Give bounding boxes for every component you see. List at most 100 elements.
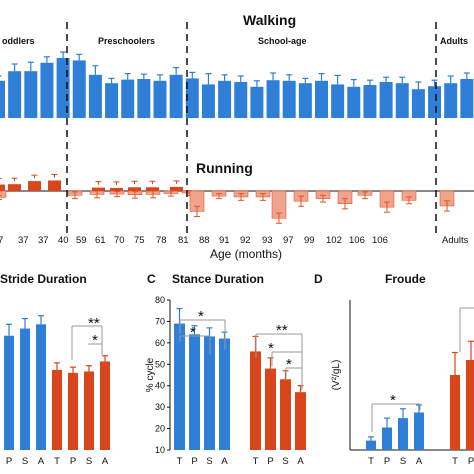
b-bars-category-label: T — [54, 456, 60, 467]
b-bars-bar — [100, 361, 110, 450]
age-tick-label: 70 — [114, 235, 125, 246]
b-bars-bar — [20, 328, 30, 450]
running-bar-light — [0, 190, 7, 198]
c-bars-bar — [189, 334, 200, 450]
running-bar-dark — [92, 187, 105, 191]
d-bars-bar — [466, 360, 474, 450]
b-bars-category-label: P — [6, 456, 12, 467]
running-bar-dark — [128, 187, 141, 191]
c-y-tick-label: 10 — [155, 445, 165, 455]
froude-title: Froude — [385, 272, 426, 286]
c-y-tick-label: 30 — [155, 402, 165, 412]
c-bars-bar — [265, 368, 276, 450]
c-bars-category-label: P — [267, 456, 273, 467]
walking-bar — [169, 74, 183, 118]
walking-group-label: School-age — [258, 36, 307, 46]
walking-bar — [72, 60, 86, 118]
b-bars-bar — [84, 371, 94, 450]
d-bars-category-label: P — [468, 456, 474, 467]
stance-title: Stance Duration — [172, 272, 264, 286]
b-bars-category-label: A — [38, 456, 45, 467]
age-tick-label: 106 — [372, 235, 388, 246]
b-significance-star: ** — [88, 315, 100, 332]
walking-bar — [266, 80, 280, 118]
running-bar-dark — [170, 186, 183, 191]
walking-bar — [0, 80, 5, 118]
walking-bar — [315, 80, 328, 118]
c-y-axis-label: % cycle — [145, 357, 156, 392]
age-tick-label: 7 — [0, 235, 3, 246]
panel-d-letter: D — [314, 272, 323, 286]
walking-bar — [24, 71, 38, 118]
age-tick-label: 40 — [58, 235, 69, 246]
age-tick-label: 75 — [134, 235, 145, 246]
walking-bar — [298, 83, 312, 118]
c-bars-category-label: T — [253, 456, 259, 467]
stance-duration-panel: C Stance Duration % cycle 10 20 30 40 50 60 70… — [145, 272, 306, 467]
c-significance-star: ** — [276, 322, 288, 339]
walking-bar — [218, 80, 232, 118]
c-y-tick-label: 40 — [155, 381, 165, 391]
walking-bar — [137, 79, 151, 118]
walking-bar — [153, 80, 167, 118]
walking-bar — [363, 85, 377, 118]
d-bars-bar — [450, 375, 460, 450]
c-significance-star: * — [190, 324, 196, 341]
c-bars-bar — [174, 323, 185, 450]
age-tick-label: 99 — [304, 235, 315, 246]
age-tick-label: 81 — [178, 235, 189, 246]
d-bars-bar — [414, 412, 424, 450]
c-bars-category-label: A — [221, 456, 228, 467]
b-bars-bar — [52, 370, 62, 450]
d-bars-bar — [366, 440, 376, 450]
c-y-tick-label: 20 — [155, 424, 165, 434]
walking-bar — [234, 82, 248, 118]
c-bars-bar — [295, 392, 306, 450]
age-tick-label: 37 — [18, 235, 29, 246]
age-tick-label: 106 — [349, 235, 365, 246]
age-tick-label: 92 — [240, 235, 251, 246]
walking-bar — [347, 86, 361, 118]
walking-panel: Walking oddlers Preschoolers School-age Adu… — [0, 12, 474, 118]
running-bar-dark — [48, 180, 61, 191]
c-bars-category-label: A — [297, 456, 304, 467]
age-tick-label: 102 — [326, 235, 342, 246]
d-bars-category-label: T — [368, 456, 374, 467]
age-tick-label: 59 — [76, 235, 87, 246]
running-panel: Running 7 37 37 40 59 61 70 75 78 81 88 91 92 93 97 99 1… — [0, 160, 474, 261]
age-tick-label: 88 — [199, 235, 210, 246]
running-bar-dark — [110, 187, 123, 191]
running-bar-dark — [0, 184, 5, 191]
c-bars-category-label: S — [206, 456, 212, 467]
d-bars-bar — [382, 427, 392, 450]
age-tick-label: 97 — [283, 235, 294, 246]
c-bars-category-label: S — [282, 456, 288, 467]
age-tick-label: 37 — [38, 235, 49, 246]
c-significance-star: * — [198, 308, 204, 325]
running-title: Running — [196, 160, 253, 176]
walking-bar — [40, 62, 54, 118]
walking-bar — [379, 82, 393, 118]
walking-bar — [88, 74, 102, 118]
c-bars-bar — [219, 338, 230, 450]
c-y-tick-label: 60 — [155, 338, 165, 348]
b-bars-category-label: P — [70, 456, 76, 467]
panel-c-letter: C — [147, 272, 156, 286]
c-bars-bar — [280, 379, 291, 450]
b-bars-bar — [36, 324, 46, 450]
walking-bar — [411, 89, 425, 118]
walking-bar — [395, 83, 409, 118]
x-axis-label: Age (months) — [210, 247, 282, 261]
walking-title: Walking — [243, 12, 296, 28]
b-bars-bar — [4, 335, 14, 450]
c-y-tick-label: 70 — [155, 316, 165, 326]
running-bar-dark — [8, 184, 21, 191]
c-y-tick-label: 80 — [155, 295, 165, 305]
c-y-tick-label: 50 — [155, 359, 165, 369]
c-bars-bar — [204, 336, 215, 450]
walking-bar — [428, 86, 442, 118]
walking-bar — [331, 84, 345, 118]
walking-bar — [121, 79, 135, 118]
walking-bar — [250, 86, 264, 118]
